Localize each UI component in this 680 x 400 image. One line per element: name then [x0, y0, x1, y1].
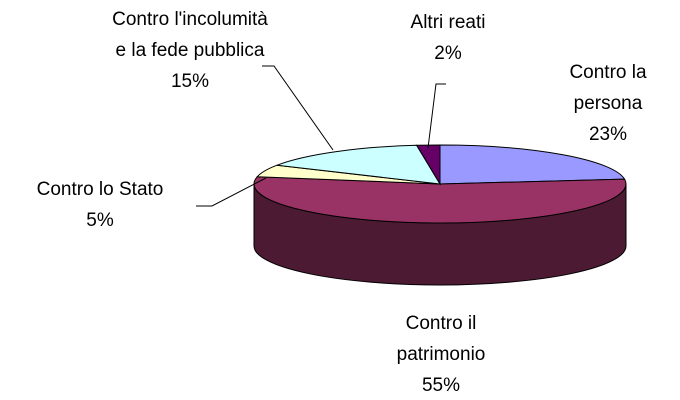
value-label: 2% — [434, 43, 462, 64]
value-label: 55% — [421, 375, 461, 396]
category-label: Altri reati — [410, 12, 486, 33]
pie-slice — [253, 176, 627, 224]
leader-line — [262, 65, 334, 151]
pie-slice — [439, 144, 626, 185]
category-label: Contro la persona — [569, 62, 647, 114]
leader-line — [427, 83, 446, 149]
leader-lines — [196, 65, 446, 207]
slice-label: Contro lo Stato 5% — [0, 174, 200, 236]
category-label: Contro l'incolumità e la fede pubblica — [112, 9, 268, 61]
category-label: Contro il patrimonio — [396, 313, 486, 365]
category-label: Contro lo Stato — [36, 179, 164, 200]
pie-slice — [276, 144, 441, 185]
slice-label: Altri reati 2% — [392, 7, 504, 69]
value-label: 23% — [588, 124, 628, 145]
value-label: 15% — [170, 71, 210, 92]
value-label: 5% — [86, 210, 114, 231]
slice-label: Contro la persona 23% — [552, 57, 664, 150]
pie-tops — [253, 144, 627, 224]
slice-label: Contro l'incolumità e la fede pubblica 1… — [108, 4, 272, 97]
leader-line — [196, 177, 267, 207]
slice-label: Contro il patrimonio 55% — [385, 308, 497, 400]
